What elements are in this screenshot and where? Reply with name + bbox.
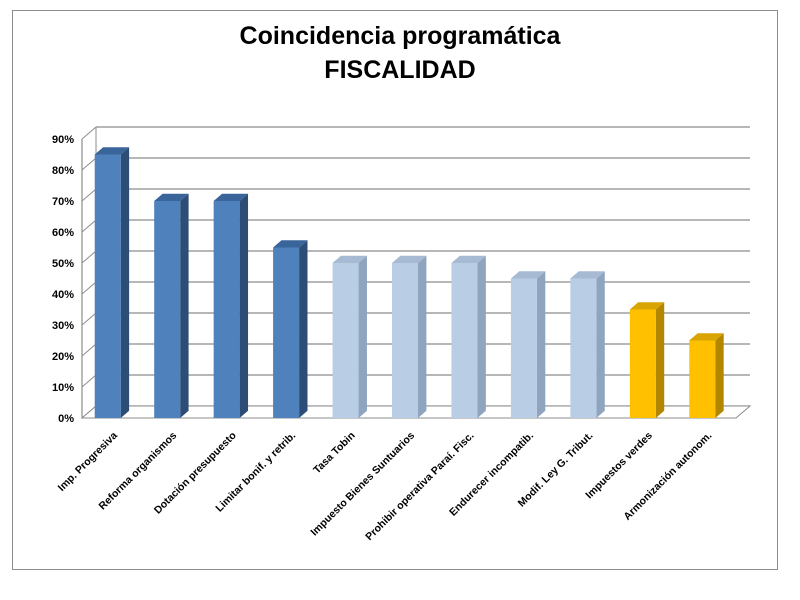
bar — [689, 340, 716, 418]
y-tick-label: 90% — [52, 134, 74, 146]
x-tick-label: Tasa Tobin — [311, 430, 358, 477]
bar-side — [299, 240, 308, 418]
bar-side — [715, 333, 724, 418]
gridline-depth — [81, 312, 97, 326]
bar — [629, 309, 656, 418]
bar-top — [629, 302, 665, 310]
bar-side — [180, 193, 189, 418]
y-tick-label: 50% — [52, 258, 74, 270]
gridline-depth — [81, 343, 97, 357]
y-tick-label: 30% — [52, 320, 74, 332]
bar — [570, 278, 597, 418]
bar-top — [392, 255, 427, 263]
y-tick-label: 0% — [58, 413, 74, 425]
gridline-depth — [81, 250, 97, 264]
bar-top — [570, 271, 605, 279]
y-tick-label: 40% — [52, 289, 74, 301]
bar-top — [510, 271, 546, 279]
bar-top — [273, 240, 308, 248]
bar-side — [358, 255, 367, 418]
bar-side — [477, 255, 486, 418]
bar-top — [332, 255, 367, 263]
bar — [510, 278, 537, 418]
bar-top — [213, 193, 249, 201]
y-tick-label: 60% — [52, 227, 74, 239]
y-tick-label: 10% — [52, 382, 74, 394]
bar — [213, 201, 240, 418]
gridline-depth — [81, 281, 97, 295]
bar — [451, 263, 478, 418]
bar-side — [655, 302, 665, 418]
bar-top — [689, 333, 724, 341]
gridline-depth — [81, 126, 97, 140]
bar — [392, 263, 418, 418]
bar-side — [120, 147, 130, 419]
bar-side — [596, 271, 605, 418]
gridline-depth — [81, 374, 97, 388]
bar — [154, 201, 181, 418]
x-tick-label: Prohibir operativa Paraí. Fisc. — [363, 430, 476, 543]
y-tick-label: 80% — [52, 165, 74, 177]
bar-side — [239, 193, 249, 418]
bar-top — [451, 255, 486, 263]
bar-top — [94, 147, 130, 155]
chart-title: Coincidencia programática — [239, 22, 561, 50]
y-tick-label: 70% — [52, 196, 74, 208]
gridline-depth — [81, 219, 97, 233]
bar — [94, 154, 121, 418]
gridline-depth — [81, 157, 97, 171]
bar-top — [154, 193, 189, 201]
x-tick-label: Impuesto Bienes Suntuarios — [308, 430, 417, 539]
bar-side — [536, 271, 546, 418]
chart-subtitle: FISCALIDAD — [324, 56, 476, 84]
bar — [273, 247, 300, 418]
y-tick-label: 20% — [52, 351, 74, 363]
bar-side — [418, 255, 427, 418]
gridline-depth — [81, 188, 97, 202]
bar — [332, 263, 359, 418]
x-tick-label: Imp. Progresiva — [56, 430, 120, 494]
